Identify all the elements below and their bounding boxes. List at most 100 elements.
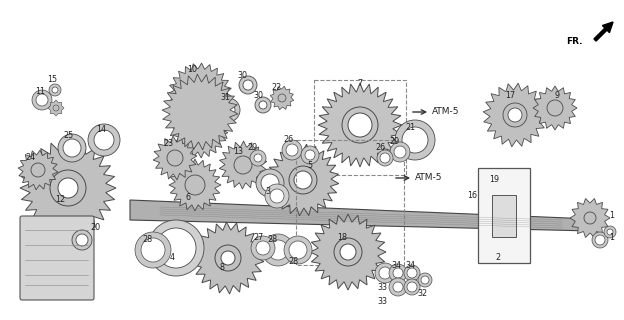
Circle shape [58,134,86,162]
Circle shape [88,124,120,156]
Text: 16: 16 [467,190,477,199]
Circle shape [239,76,257,94]
Circle shape [389,264,407,282]
Circle shape [286,144,298,156]
Polygon shape [570,198,610,237]
Text: 13: 13 [233,148,243,156]
Polygon shape [310,214,386,290]
Bar [296,140,404,265]
Text: 17: 17 [505,91,515,100]
Circle shape [342,107,378,143]
Circle shape [215,245,241,271]
Text: 2: 2 [495,253,500,262]
Polygon shape [483,83,547,147]
Circle shape [402,127,428,153]
Text: 1: 1 [610,211,615,220]
Circle shape [380,153,390,163]
Circle shape [390,142,410,162]
Circle shape [421,276,429,284]
Polygon shape [192,222,264,294]
Circle shape [395,120,435,160]
Text: 14: 14 [96,125,106,134]
Circle shape [503,103,527,127]
Circle shape [141,238,165,262]
Circle shape [190,85,210,105]
Text: 19: 19 [489,175,499,185]
Circle shape [53,105,59,111]
Circle shape [348,113,372,137]
Circle shape [407,268,417,278]
Text: 28: 28 [288,258,298,267]
Text: 27: 27 [253,234,263,243]
Text: 3: 3 [265,187,270,196]
Circle shape [234,156,252,174]
Circle shape [50,170,86,206]
Circle shape [216,98,240,122]
Circle shape [52,87,58,93]
Circle shape [289,166,317,194]
Circle shape [63,139,81,157]
Polygon shape [169,159,221,211]
Text: 8: 8 [220,263,225,273]
Text: 11: 11 [35,87,45,97]
Circle shape [36,94,48,106]
Text: 26: 26 [283,135,293,145]
Text: 33: 33 [377,298,387,307]
Text: 28: 28 [267,236,277,244]
Text: 21: 21 [405,124,415,132]
Text: 25: 25 [63,131,73,140]
Circle shape [595,235,605,245]
Polygon shape [172,102,228,158]
Text: 24: 24 [25,154,35,163]
Circle shape [404,265,420,281]
Text: 32: 32 [417,289,427,298]
Circle shape [255,97,271,113]
Circle shape [261,174,279,192]
Polygon shape [270,86,294,110]
Circle shape [31,163,45,177]
Bar [478,168,530,263]
Text: 22: 22 [272,84,282,92]
Text: 4: 4 [170,253,175,262]
Circle shape [254,154,262,162]
Circle shape [268,240,288,260]
Text: 15: 15 [47,76,57,84]
Circle shape [256,241,270,255]
Text: 28: 28 [142,236,152,244]
Circle shape [94,130,114,150]
Text: 10: 10 [187,66,197,75]
FancyArrow shape [594,22,613,41]
Circle shape [394,146,406,158]
Polygon shape [162,74,238,150]
Text: 6: 6 [185,194,190,203]
Circle shape [256,169,284,197]
Text: 9: 9 [555,91,560,100]
Circle shape [58,178,78,198]
Circle shape [251,236,275,260]
Bar [314,80,406,175]
Circle shape [135,232,171,268]
Circle shape [379,267,391,279]
Circle shape [167,150,183,166]
Text: 18: 18 [337,234,347,243]
Circle shape [49,84,61,96]
Polygon shape [130,200,592,231]
Circle shape [32,90,52,110]
Text: 12: 12 [55,196,65,204]
Text: 7: 7 [358,79,363,89]
Circle shape [265,184,289,208]
Text: 34: 34 [391,260,401,269]
Text: 30: 30 [237,70,247,79]
Text: 23: 23 [163,139,173,148]
Circle shape [607,229,613,235]
Circle shape [393,268,403,278]
Circle shape [284,236,312,264]
Text: 29: 29 [248,143,258,153]
Circle shape [156,228,196,268]
Circle shape [72,230,92,250]
Circle shape [278,94,286,102]
Polygon shape [318,83,402,167]
Bar [492,195,516,237]
Circle shape [221,251,235,265]
Text: 31: 31 [220,93,230,102]
